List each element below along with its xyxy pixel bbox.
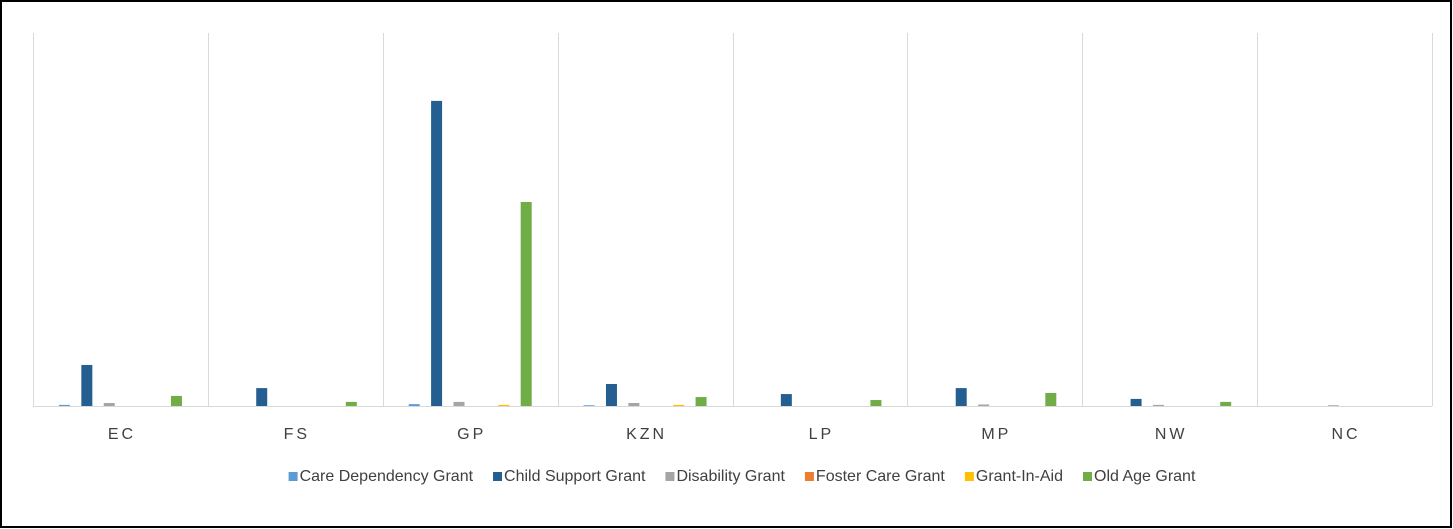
x-tick-label: EC <box>108 426 136 443</box>
bar <box>1220 401 1232 406</box>
bar <box>695 397 707 406</box>
x-tick-label: FS <box>284 426 310 443</box>
legend-swatch <box>964 472 974 481</box>
x-tick-label: MP <box>981 426 1011 443</box>
bar <box>170 395 182 406</box>
x-tick-label: NC <box>1332 426 1361 443</box>
bar <box>1045 392 1057 406</box>
bar <box>605 383 617 406</box>
bar <box>870 400 882 406</box>
legend-swatch <box>288 472 298 481</box>
bar <box>1152 404 1164 406</box>
bar <box>408 404 420 406</box>
bar <box>103 403 115 406</box>
x-tick-label: GP <box>457 426 486 443</box>
legend: Care Dependency Grant Child Support Grant… <box>288 468 1196 485</box>
bar <box>81 364 93 406</box>
legend-swatch <box>665 472 675 481</box>
legend-label: Foster Care Grant <box>816 468 945 485</box>
bar <box>520 201 532 406</box>
bar <box>1130 398 1142 406</box>
bar <box>256 388 268 406</box>
bar <box>431 100 443 407</box>
legend-swatch <box>1083 472 1093 481</box>
bar <box>780 394 792 406</box>
bar <box>978 404 990 406</box>
bar <box>1327 405 1339 406</box>
legend-label: Child Support Grant <box>504 468 646 485</box>
legend-label: Old Age Grant <box>1094 468 1196 485</box>
x-tick-label: KZN <box>626 426 667 443</box>
legend-swatch <box>493 472 503 481</box>
bar <box>628 403 640 406</box>
bar <box>955 388 967 406</box>
bar <box>498 404 510 406</box>
legend-label: Grant-In-Aid <box>976 468 1063 485</box>
category-separators <box>33 33 1433 406</box>
x-tick-label: NW <box>1155 426 1188 443</box>
bar <box>453 401 465 406</box>
bar <box>345 401 357 406</box>
bar <box>673 404 685 406</box>
x-tick-label: LP <box>809 426 835 443</box>
legend-label: Care Dependency Grant <box>300 468 474 485</box>
bar <box>583 405 595 406</box>
bar <box>58 404 70 406</box>
legend-label: Disability Grant <box>676 468 785 485</box>
legend-swatch <box>804 472 814 481</box>
